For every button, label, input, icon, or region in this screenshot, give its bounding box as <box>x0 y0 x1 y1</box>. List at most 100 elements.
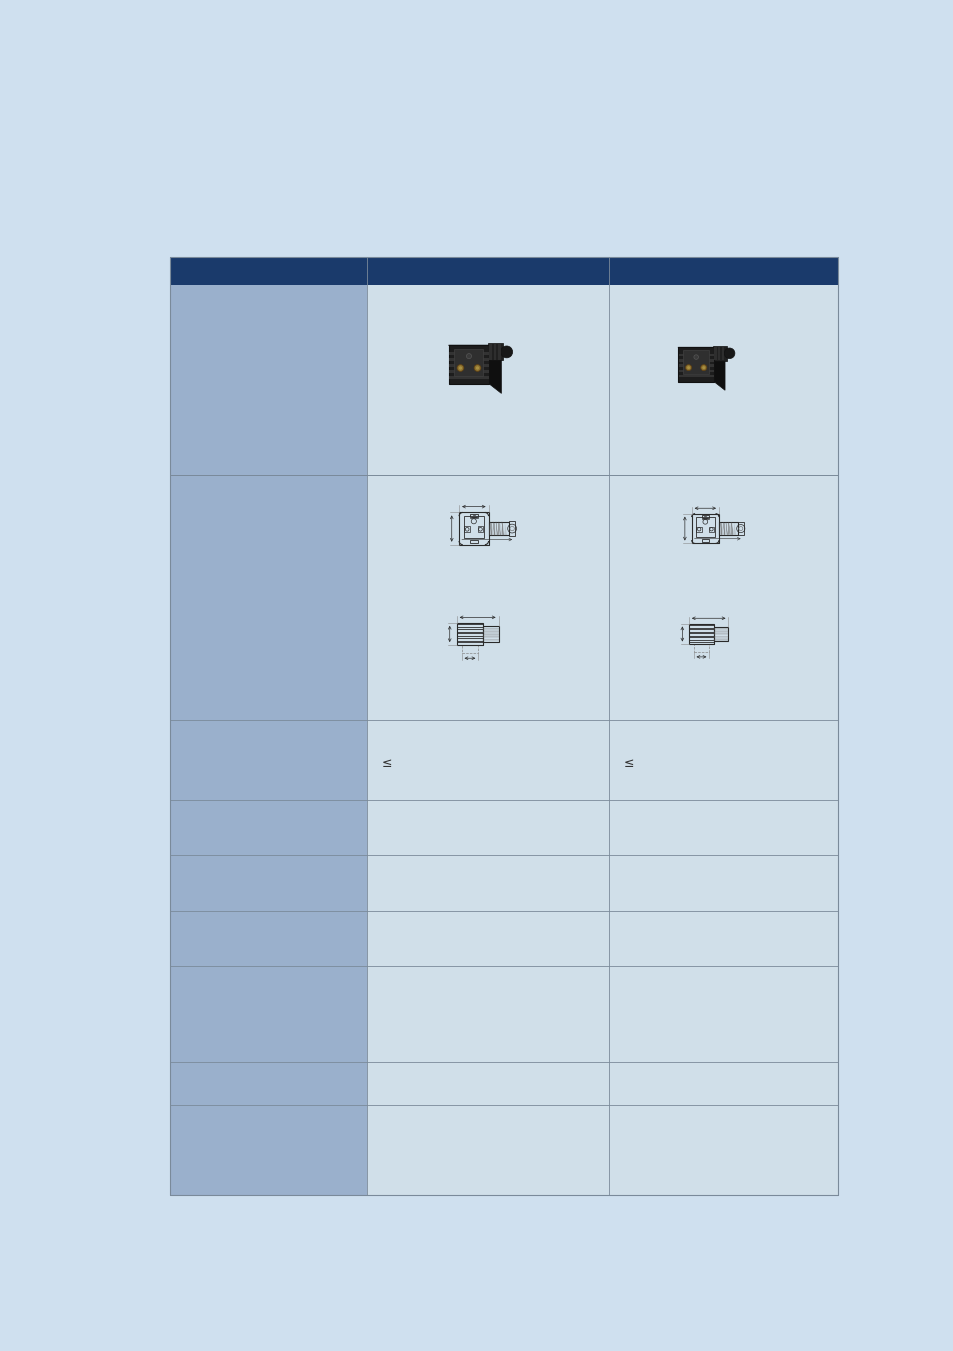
Bar <box>456 628 482 632</box>
Bar <box>688 638 713 640</box>
Polygon shape <box>497 521 499 535</box>
Bar <box>719 523 738 535</box>
Circle shape <box>701 366 704 369</box>
Bar <box>691 513 719 543</box>
Bar <box>488 521 509 535</box>
Bar <box>170 966 367 1062</box>
Bar <box>367 855 609 911</box>
Bar <box>170 474 367 720</box>
Bar <box>449 353 488 355</box>
Polygon shape <box>721 523 723 535</box>
Bar <box>693 644 709 653</box>
Bar <box>463 516 483 538</box>
Bar <box>448 345 489 384</box>
Polygon shape <box>482 628 498 630</box>
Bar <box>609 720 837 800</box>
Bar <box>170 800 367 855</box>
Bar <box>170 1105 367 1196</box>
Bar <box>494 345 496 359</box>
Bar <box>470 513 477 517</box>
Bar <box>713 627 728 642</box>
Bar <box>449 358 488 361</box>
Bar <box>464 527 470 532</box>
Bar <box>678 347 714 382</box>
Bar <box>454 349 483 376</box>
Bar <box>688 624 713 644</box>
Bar <box>489 345 492 359</box>
Circle shape <box>723 349 734 358</box>
Bar <box>367 720 609 800</box>
Bar <box>456 634 482 636</box>
Polygon shape <box>489 521 491 535</box>
Bar <box>609 855 837 911</box>
Bar <box>609 1062 837 1105</box>
Bar <box>482 627 498 642</box>
Bar <box>449 365 488 367</box>
Polygon shape <box>731 523 733 535</box>
Polygon shape <box>482 639 498 640</box>
Polygon shape <box>491 521 494 535</box>
Circle shape <box>474 365 480 372</box>
Polygon shape <box>482 636 498 638</box>
Bar <box>695 517 714 538</box>
Bar <box>449 376 488 380</box>
Bar <box>718 346 720 361</box>
Circle shape <box>700 365 706 370</box>
Polygon shape <box>714 347 724 390</box>
Bar <box>701 515 708 517</box>
Bar <box>688 624 713 628</box>
Bar <box>497 345 500 359</box>
Polygon shape <box>482 634 498 635</box>
Circle shape <box>500 346 512 358</box>
Circle shape <box>456 365 463 372</box>
Bar <box>609 1105 837 1196</box>
Bar <box>714 346 716 361</box>
Bar <box>367 1105 609 1196</box>
Circle shape <box>686 366 689 369</box>
Circle shape <box>476 366 478 370</box>
Bar <box>458 512 488 544</box>
Polygon shape <box>448 345 501 354</box>
Bar <box>456 642 482 644</box>
Circle shape <box>458 366 461 370</box>
Bar <box>738 521 742 535</box>
Bar <box>170 855 367 911</box>
Bar <box>708 527 714 532</box>
Bar <box>170 285 367 474</box>
Bar <box>696 527 701 532</box>
Bar <box>487 343 503 361</box>
Text: ≤: ≤ <box>381 757 392 770</box>
Bar <box>367 966 609 1062</box>
Polygon shape <box>482 631 498 632</box>
Bar <box>609 474 837 720</box>
Polygon shape <box>499 521 502 535</box>
Polygon shape <box>729 523 731 535</box>
Bar <box>449 370 488 373</box>
Bar <box>170 257 837 285</box>
Bar <box>678 359 713 362</box>
Polygon shape <box>733 523 736 535</box>
Bar <box>367 911 609 966</box>
Bar <box>470 540 477 543</box>
Bar <box>477 527 483 532</box>
Bar <box>456 638 482 640</box>
Bar <box>678 365 713 367</box>
Bar <box>456 623 482 644</box>
Bar <box>609 285 837 474</box>
Bar <box>688 630 713 632</box>
Bar <box>170 1062 367 1105</box>
Bar <box>712 346 726 361</box>
Bar <box>701 539 708 542</box>
Bar <box>609 800 837 855</box>
Polygon shape <box>719 523 721 535</box>
Bar <box>367 800 609 855</box>
Circle shape <box>466 354 471 358</box>
Bar <box>721 346 723 361</box>
Bar <box>688 642 713 644</box>
Text: ≤: ≤ <box>622 757 633 770</box>
Bar <box>678 354 713 357</box>
Circle shape <box>685 365 691 370</box>
Circle shape <box>693 355 698 359</box>
Bar <box>367 474 609 720</box>
Bar <box>609 966 837 1062</box>
